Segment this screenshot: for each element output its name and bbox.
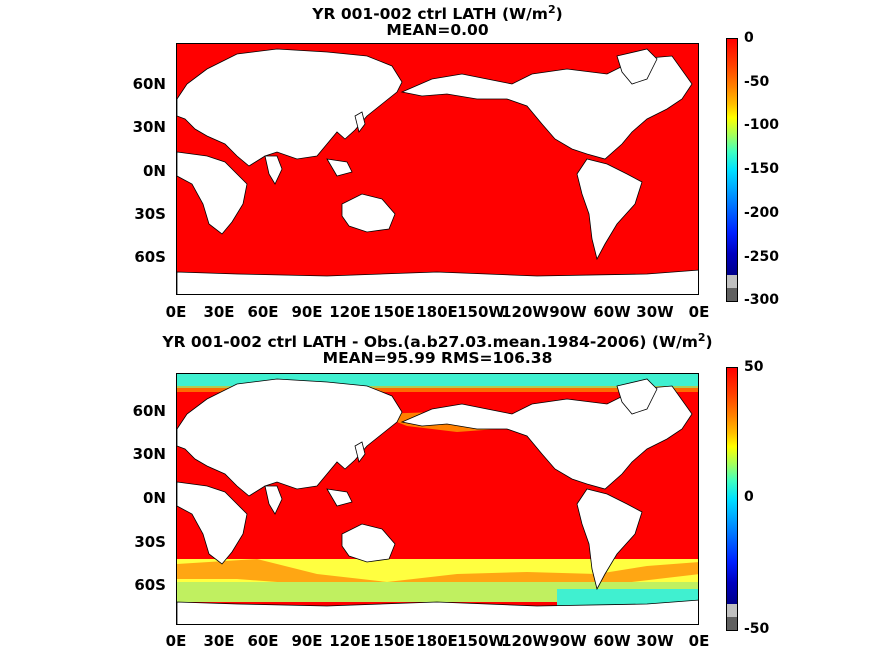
panel2-xlabel: 120E [329,632,371,650]
panel1-xlabel: 60W [593,303,631,321]
panel2-mean-rms: MEAN=95.99 RMS=106.38 [322,349,553,367]
panel2-xlabel: 0E [165,632,187,650]
panel1-xlabel: 30E [203,303,235,321]
panel2-ylabel-60n: 60N [132,402,166,420]
panel1-xlabel: 0E [165,303,187,321]
panel1-xlabel: 120W [501,303,549,321]
panel2-map [176,373,699,625]
panel1-map [176,43,699,295]
panel2-xlabel: 0E [688,632,710,650]
panel2-ylabel-30s: 30S [134,533,166,551]
panel2-arctic-edge [177,386,698,392]
panel1-map-svg [177,44,698,294]
panel2-ylabel-60s: 60S [134,576,166,594]
panel2-xlabel: 30W [636,632,674,650]
panel2-title: YR 001-002 ctrl LATH - Obs.(a.b27.03.mea… [0,328,875,352]
panel1-xlabel: 30W [636,303,674,321]
panel2-xlabel: 60E [247,632,279,650]
panel1-cbar-label: -200 [744,205,780,221]
panel1-ylabel-60n: 60N [132,75,166,93]
panel1-cbar-label: -300 [744,292,780,308]
panel1-colorbar [726,38,738,302]
panel1-title-text: YR 001-002 ctrl LATH (W/m [312,5,548,24]
panel1-xlabel: 120E [329,303,371,321]
panel2-title-end: ) [705,333,713,352]
panel2-cbar-label: -50 [744,621,770,637]
panel1-cbar-label: -100 [744,117,780,133]
panel1-xlabel: 150W [457,303,505,321]
panel1-cbar-label: -150 [744,161,780,177]
panel1-xlabel: 0E [688,303,710,321]
panel2-xlabel: 150E [373,632,415,650]
panel2-xlabel: 150W [457,632,505,650]
panel1-xlabel: 150E [373,303,415,321]
panel1-mean: MEAN=0.00 [386,21,489,39]
panel1-xlabel: 60E [247,303,279,321]
panel2-xlabel: 30E [203,632,235,650]
panel2-cbar-label: 0 [744,489,754,505]
panel1-cbar-label: 0 [744,30,754,46]
panel1-cbar-label: -50 [744,74,770,90]
panel2-southern-orange [177,559,698,588]
panel1-ylabel-30n: 30N [132,118,166,136]
panel1-title-sup: 2 [547,3,556,16]
panel2-ylabel-30n: 30N [132,445,166,463]
panel2-ylabel-0n: 0N [143,489,166,507]
panel1-title: YR 001-002 ctrl LATH (W/m2) [0,0,875,24]
panel2-map-svg [177,374,698,624]
panel2-land [177,378,698,624]
panel2-xlabel: 180E [416,632,458,650]
panel1-title-end: ) [555,5,563,24]
panel2-xlabel: 90E [291,632,323,650]
panel2-colorbar [726,367,738,631]
panel2-xlabel: 60W [593,632,631,650]
panel1-cbar-label: -250 [744,249,780,265]
panel2-xlabel: 90W [549,632,587,650]
panel1-xlabel: 90E [291,303,323,321]
panel1-xlabel: 90W [549,303,587,321]
panel1-ylabel-60s: 60S [134,248,166,266]
panel1-ylabel-30s: 30S [134,205,166,223]
panel1-xlabel: 180E [416,303,458,321]
panel1-ylabel-0n: 0N [143,162,166,180]
panel2-xlabel: 120W [501,632,549,650]
panel2-title-text: YR 001-002 ctrl LATH - Obs.(a.b27.03.mea… [162,333,698,352]
panel1-land [177,48,698,294]
panel2-cbar-label: 50 [744,359,764,375]
panel2-title-sup: 2 [697,331,706,344]
